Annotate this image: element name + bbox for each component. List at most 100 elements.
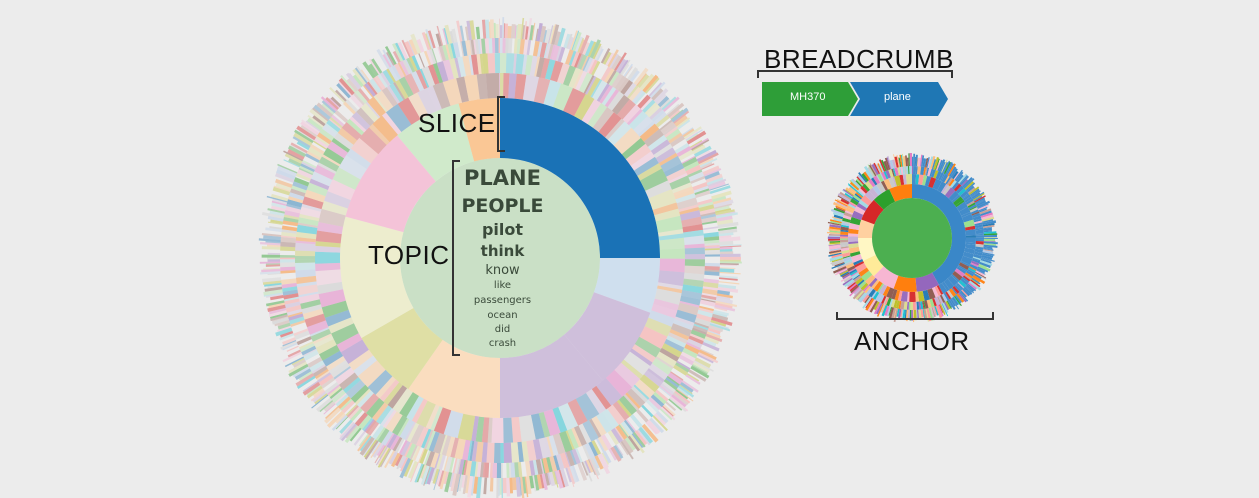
outer-segment[interactable] (419, 448, 428, 464)
anchor-outer-segment[interactable] (941, 303, 949, 317)
outer-segment[interactable] (436, 25, 444, 46)
outer-segment[interactable] (282, 337, 296, 346)
anchor-outer-segment[interactable] (912, 174, 917, 185)
outer-segment[interactable] (707, 330, 721, 336)
outer-segment[interactable] (419, 68, 430, 88)
anchor-outer-segment[interactable] (839, 236, 849, 239)
anchor-outer-segment[interactable] (963, 178, 975, 189)
outer-segment[interactable] (623, 351, 651, 376)
outer-segment[interactable] (412, 446, 421, 461)
outer-segment[interactable] (267, 284, 282, 289)
anchor-outer-segment[interactable] (927, 288, 936, 300)
outer-segment[interactable] (454, 57, 462, 78)
outer-segment[interactable] (290, 188, 306, 197)
outer-segment[interactable] (640, 168, 668, 191)
anchor-outer-segment[interactable] (974, 222, 983, 226)
outer-segment[interactable] (406, 422, 419, 443)
anchor-outer-segment[interactable] (877, 283, 884, 293)
outer-segment[interactable] (692, 363, 709, 374)
outer-segment[interactable] (658, 233, 684, 241)
outer-segment[interactable] (265, 241, 281, 244)
outer-segment[interactable] (493, 442, 501, 463)
anchor-outer-segment[interactable] (974, 272, 987, 280)
outer-segment[interactable] (614, 362, 640, 388)
topic-segment[interactable] (345, 135, 436, 233)
anchor-outer-segment[interactable] (969, 188, 980, 197)
outer-segment[interactable] (592, 80, 608, 101)
outer-segment[interactable] (396, 455, 405, 470)
outer-segment[interactable] (442, 59, 455, 81)
anchor-outer-segment[interactable] (862, 183, 871, 192)
outer-segment[interactable] (462, 55, 472, 77)
outer-segment[interactable] (666, 375, 680, 386)
outer-segment[interactable] (690, 137, 709, 150)
anchor-outer-segment[interactable] (959, 174, 968, 185)
anchor-outer-segment[interactable] (978, 208, 987, 213)
outer-segment[interactable] (552, 407, 568, 433)
outer-segment[interactable] (718, 284, 737, 290)
anchor-outer-segment[interactable] (913, 309, 917, 321)
anchor-outer-segment[interactable] (837, 263, 846, 269)
anchor-outer-segment[interactable] (983, 238, 996, 242)
anchor-outer-segment[interactable] (957, 265, 968, 272)
outer-segment[interactable] (600, 48, 611, 64)
outer-segment[interactable] (297, 284, 319, 296)
outer-segment[interactable] (457, 56, 467, 78)
outer-segment[interactable] (717, 289, 730, 296)
anchor-outer-segment[interactable] (937, 296, 942, 305)
anchor-outer-segment[interactable] (983, 237, 997, 238)
outer-segment[interactable] (272, 317, 289, 325)
anchor-outer-segment[interactable] (943, 301, 950, 311)
outer-segment[interactable] (569, 30, 579, 50)
anchor-outer-segment[interactable] (850, 285, 859, 294)
anchor-outer-segment[interactable] (939, 304, 944, 313)
anchor-outer-segment[interactable] (881, 304, 888, 317)
outer-segment[interactable] (462, 475, 468, 495)
outer-segment[interactable] (596, 377, 623, 406)
outer-segment[interactable] (300, 299, 321, 310)
outer-segment[interactable] (481, 38, 486, 54)
outer-segment[interactable] (433, 469, 441, 491)
outer-segment[interactable] (438, 454, 446, 471)
outer-segment[interactable] (683, 278, 704, 288)
outer-segment[interactable] (656, 94, 667, 105)
anchor-outer-segment[interactable] (980, 210, 992, 217)
outer-segment[interactable] (631, 344, 656, 363)
outer-segment[interactable] (442, 44, 449, 61)
anchor-outer-segment[interactable] (968, 186, 980, 195)
outer-segment[interactable] (689, 140, 703, 148)
anchor-outer-segment[interactable] (840, 229, 849, 233)
outer-segment[interactable] (681, 380, 699, 393)
anchor-outer-segment[interactable] (959, 175, 970, 186)
anchor-outer-segment[interactable] (973, 273, 982, 280)
outer-segment[interactable] (624, 437, 636, 451)
outer-segment[interactable] (563, 87, 586, 117)
outer-segment[interactable] (704, 336, 720, 345)
anchor-outer-segment[interactable] (976, 269, 986, 275)
anchor-outer-segment[interactable] (929, 168, 934, 177)
outer-segment[interactable] (535, 28, 539, 42)
anchor-outer-segment[interactable] (834, 268, 848, 276)
outer-segment[interactable] (346, 148, 371, 170)
outer-segment[interactable] (703, 278, 719, 284)
anchor-outer-segment[interactable] (916, 309, 918, 319)
outer-segment[interactable] (645, 180, 672, 199)
outer-segment[interactable] (307, 320, 329, 335)
outer-segment[interactable] (379, 379, 400, 402)
outer-segment[interactable] (260, 241, 281, 246)
anchor-outer-segment[interactable] (880, 304, 885, 313)
anchor-outer-segment[interactable] (922, 301, 925, 310)
outer-segment[interactable] (392, 43, 404, 62)
outer-segment[interactable] (618, 395, 637, 416)
outer-segment[interactable] (643, 370, 664, 387)
outer-segment[interactable] (664, 126, 678, 138)
outer-segment[interactable] (674, 390, 691, 404)
anchor-outer-segment[interactable] (856, 178, 864, 187)
anchor-outer-segment[interactable] (966, 270, 975, 277)
anchor-outer-segment[interactable] (888, 177, 896, 188)
anchor-outer-segment[interactable] (970, 189, 980, 197)
outer-segment[interactable] (312, 365, 328, 377)
outer-segment[interactable] (648, 189, 677, 210)
anchor-outer-segment[interactable] (872, 184, 882, 196)
outer-segment[interactable] (667, 332, 688, 344)
